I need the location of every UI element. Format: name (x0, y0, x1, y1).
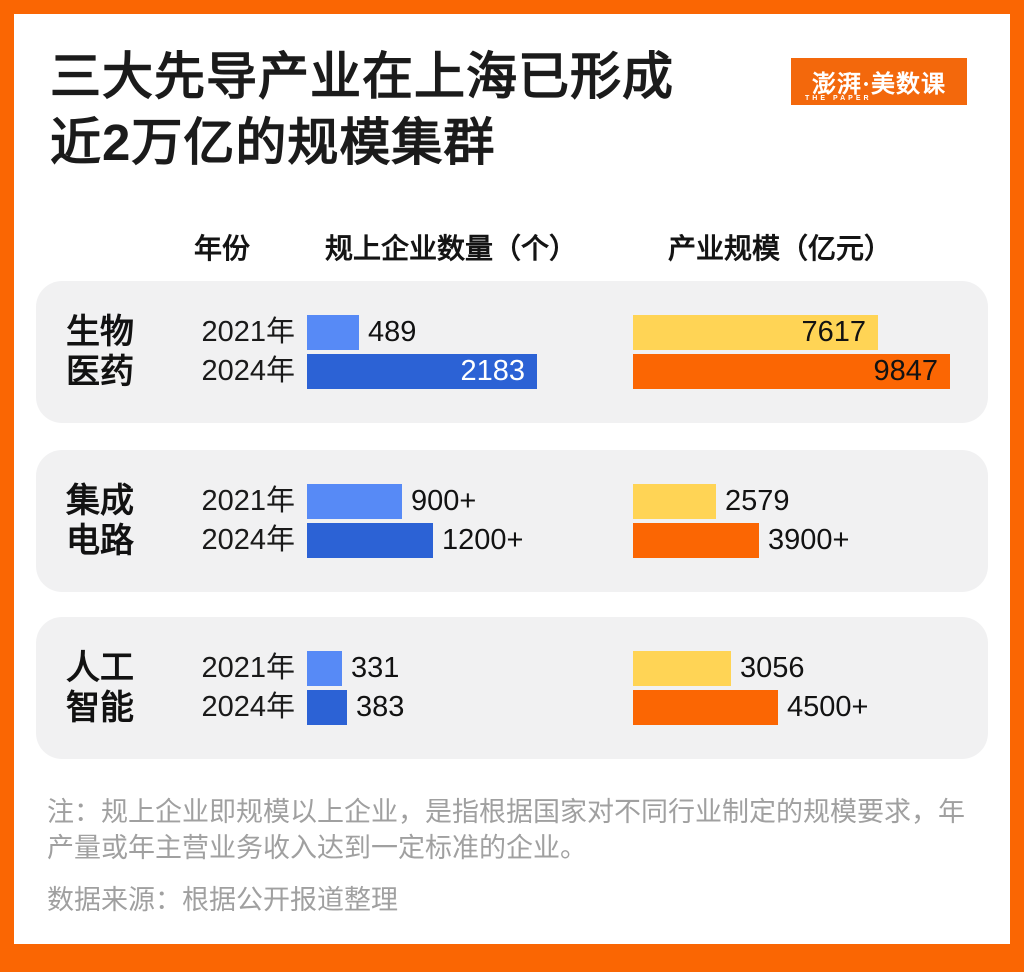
data-row-2024年: 2024年 2183 9847 (36, 354, 988, 389)
data-row-2021年: 2021年 331 3056 (36, 651, 988, 686)
page-title-line1: 三大先导产业在上海已形成 (50, 48, 675, 105)
data-row-2021年: 2021年 489 7617 (36, 315, 988, 350)
count-bar-value-label: 2183 (460, 355, 525, 387)
footnote-line1: 注：规上企业即规模以上企业，是指根据国家对不同行业制定的规模要求，年 (47, 797, 965, 827)
year-label: 2024年 (201, 691, 295, 723)
category-label-line: 智能 (66, 689, 134, 727)
count-bar-g1-r1 (307, 523, 433, 558)
industry-panel-0: 生物 医药 2021年 489 7617 2024年 2183 9847 (36, 281, 988, 423)
size-bar-value-label: 2579 (725, 485, 790, 517)
logo-text: 澎湃·美数课 (811, 72, 946, 98)
count-bar-value-label: 331 (351, 652, 400, 684)
year-label: 2024年 (201, 524, 295, 556)
footnote-line2: 产量或年主营业务收入达到一定标准的企业。 (47, 833, 587, 863)
count-bar-value-label: 1200+ (442, 524, 524, 556)
column-header-industry-scale: 产业规模（亿元） (667, 233, 893, 264)
category-label-line: 电路 (66, 522, 134, 560)
column-header-enterprise-count: 规上企业数量（个） (324, 233, 578, 264)
size-bar-value-label: 7617 (801, 316, 866, 348)
year-label: 2024年 (201, 355, 295, 387)
size-bar-g0-r1: 9847 (633, 354, 950, 389)
count-bar-value-label: 383 (356, 691, 405, 723)
size-bar-g0-r0: 7617 (633, 315, 878, 350)
data-source: 数据来源：根据公开报道整理 (47, 885, 398, 915)
data-row-2024年: 2024年 383 4500+ (36, 690, 988, 725)
category-label-line: 生物 (66, 313, 134, 351)
size-bar-g1-r1 (633, 523, 759, 558)
footnote: 注：规上企业即规模以上企业，是指根据国家对不同行业制定的规模要求，年 产量或年主… (47, 794, 982, 866)
column-header-year: 年份 (193, 233, 251, 264)
industry-panel-2: 人工 智能 2021年 331 3056 2024年 383 4500+ (36, 617, 988, 759)
year-label: 2021年 (201, 652, 295, 684)
data-row-2024年: 2024年 1200+ 3900+ (36, 523, 988, 558)
category-label-line: 人工 (66, 649, 134, 687)
count-bar-g1-r0 (307, 484, 402, 519)
count-bar-g0-r0 (307, 315, 359, 350)
year-label: 2021年 (201, 316, 295, 348)
industry-panel-1: 集成 电路 2021年 900+ 2579 2024年 1200+ 3900+ (36, 450, 988, 592)
size-bar-g2-r1 (633, 690, 778, 725)
size-bar-value-label: 4500+ (787, 691, 869, 723)
size-bar-g1-r0 (633, 484, 716, 519)
size-bar-g2-r0 (633, 651, 731, 686)
logo-subtext: THE PAPER (805, 95, 872, 102)
page-title-line2: 近2万亿的规模集群 (50, 114, 496, 171)
year-label: 2021年 (201, 485, 295, 517)
thepaper-meishuke-logo: 澎湃·美数课 THE PAPER (791, 58, 967, 105)
size-bar-value-label: 9847 (873, 355, 938, 387)
count-bar-value-label: 900+ (411, 485, 477, 517)
page-title: 三大先导产业在上海已形成 近2万亿的规模集群 (50, 44, 674, 176)
size-bar-value-label: 3056 (740, 652, 805, 684)
category-label: 人工 智能 (66, 648, 186, 728)
count-bar-g0-r1: 2183 (307, 354, 537, 389)
count-bar-value-label: 489 (368, 316, 417, 348)
category-label-line: 集成 (66, 482, 134, 520)
data-row-2021年: 2021年 900+ 2579 (36, 484, 988, 519)
category-label: 生物 医药 (66, 312, 186, 392)
count-bar-g2-r0 (307, 651, 342, 686)
category-label: 集成 电路 (66, 481, 186, 561)
size-bar-value-label: 3900+ (768, 524, 850, 556)
category-label-line: 医药 (66, 353, 134, 391)
count-bar-g2-r1 (307, 690, 347, 725)
